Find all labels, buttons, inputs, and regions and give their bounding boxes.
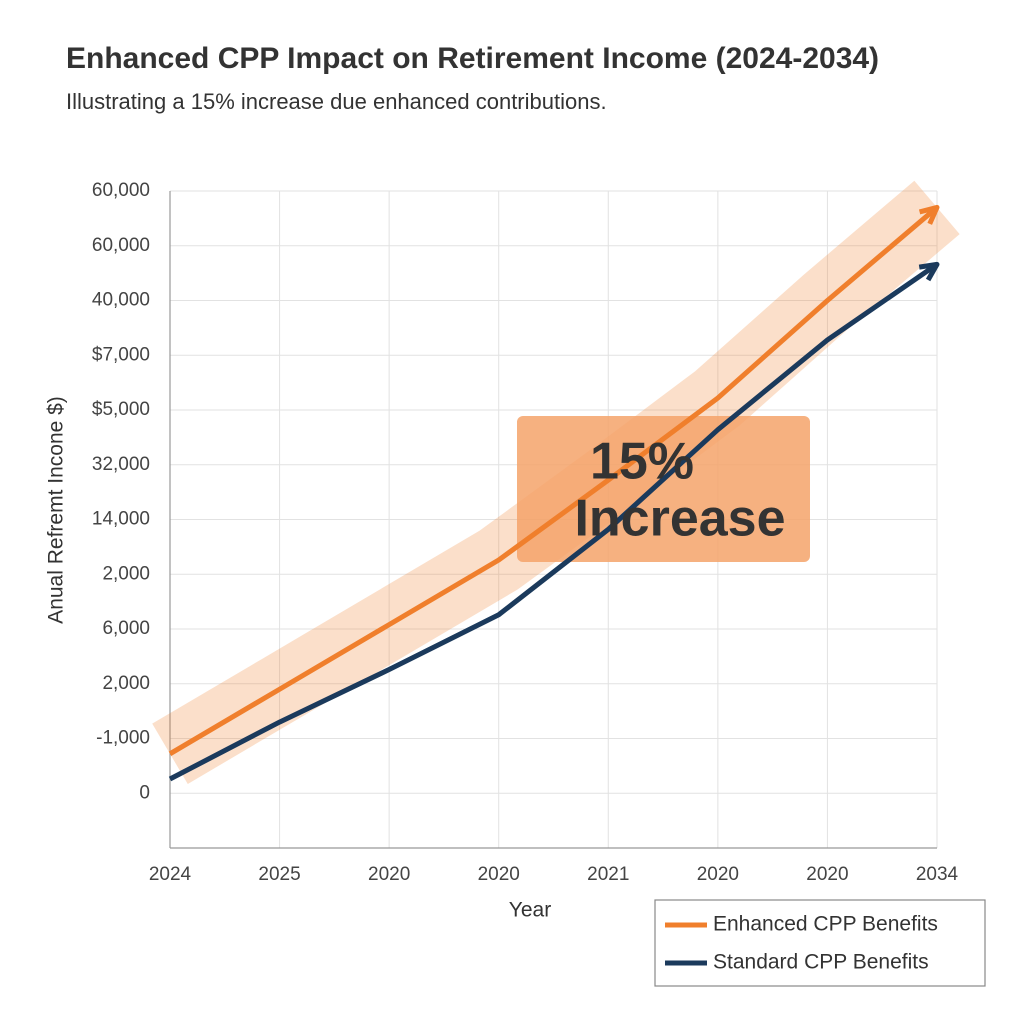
x-tick-label: 2020: [368, 864, 410, 885]
x-tick-label: 2034: [916, 864, 959, 885]
legend-label: Enhanced CPP Benefits: [713, 913, 938, 936]
annotation: [517, 416, 810, 562]
y-axis-label: Anual Refremt Incone $): [45, 396, 68, 624]
arrow-head: [918, 204, 940, 225]
y-tick-label: 32,000: [92, 454, 150, 475]
legend-box: [654, 899, 986, 987]
y-tick-label: $5,000: [92, 399, 150, 420]
y-tick-label: 14,000: [92, 509, 150, 530]
y-tick-label: 60,000: [92, 235, 150, 256]
y-tick-label: $7,000: [92, 344, 150, 365]
y-tick-label: 2,000: [102, 673, 150, 694]
annotation-text: Increase: [574, 490, 785, 548]
line: [168, 262, 939, 782]
chart-title: Enhanced CPP Impact on Retirement Income…: [66, 42, 879, 75]
chart-subtitle: Illustrating a 15% increase due enhanced…: [66, 89, 607, 114]
x-tick-label: 2025: [258, 864, 300, 885]
x-tick-label: 2020: [806, 864, 848, 885]
line: [168, 205, 939, 756]
x-tick-label: 2021: [587, 864, 629, 885]
y-tick-label: 2,000: [102, 563, 150, 584]
x-tick-label: 2020: [478, 864, 520, 885]
y-tick-label: -1,000: [96, 728, 150, 749]
annotation-text: 15%: [590, 433, 694, 491]
y-tick-label: 60,000: [92, 180, 150, 201]
x-tick-label: 2024: [149, 864, 192, 885]
legend-label: Standard CPP Benefits: [713, 951, 929, 974]
y-tick-label: 40,000: [92, 290, 150, 311]
y-tick-label: 6,000: [102, 618, 150, 639]
x-tick-label: 2020: [697, 864, 739, 885]
arrow-head: [918, 261, 940, 282]
x-axis-label: Year: [509, 899, 551, 922]
annotation-box: [517, 416, 810, 562]
y-tick-label: 0: [139, 782, 150, 803]
